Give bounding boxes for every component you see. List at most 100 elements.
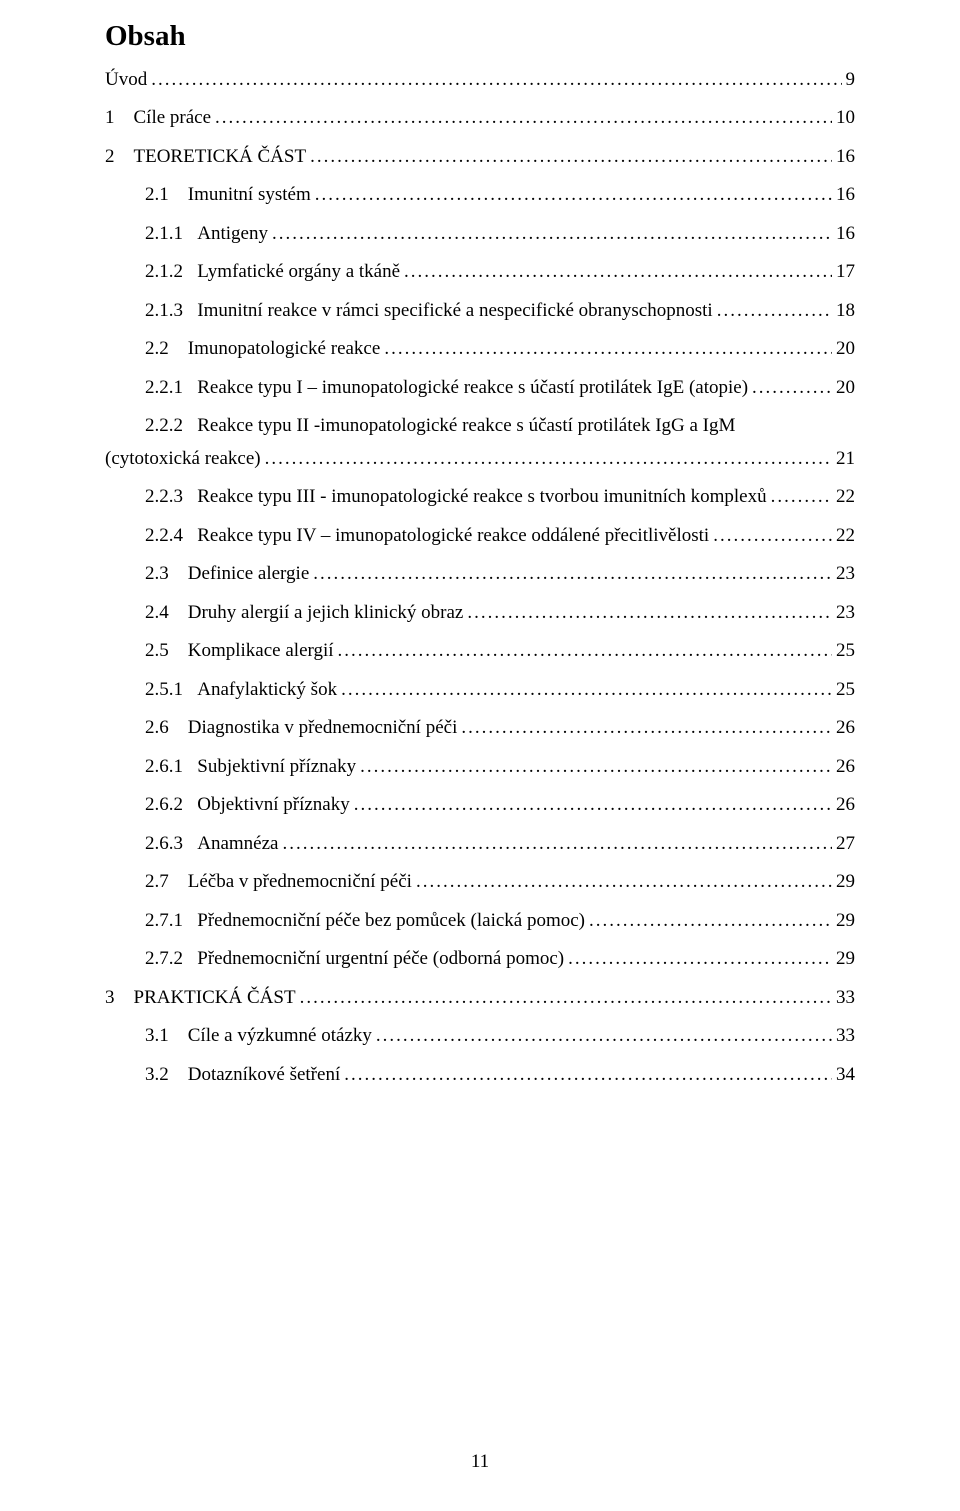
toc-entry-label: Antigeny (197, 220, 268, 249)
toc-entry-number: 2.6.1 (145, 753, 197, 782)
toc-entry-label: Lymfatické orgány a tkáně (197, 258, 400, 287)
toc-entry-label: Reakce typu II -imunopatologické reakce … (197, 412, 735, 441)
toc-entry-label: Subjektivní příznaky (197, 753, 356, 782)
toc-entry-page: 23 (836, 599, 855, 628)
toc-entry-page: 23 (836, 560, 855, 589)
toc-entry-number: 2.1.3 (145, 297, 197, 326)
toc-entry-number: 2.1 (145, 181, 188, 210)
toc-entry-label: Anamnéza (197, 830, 278, 859)
document-page: Obsah Úvod..............................… (0, 0, 960, 1511)
toc-entry-number: 2.6 (145, 714, 188, 743)
toc-entry-number: 2.2.3 (145, 483, 197, 512)
toc-leader: ........................................… (310, 143, 832, 172)
toc-entry-page: 22 (836, 483, 855, 512)
toc-entry-page: 33 (836, 984, 855, 1013)
toc-entry-number: 2.5.1 (145, 676, 197, 705)
toc-entry-label: Dotazníkové šetření (188, 1061, 340, 1090)
toc-leader: ........................................… (344, 1061, 832, 1090)
toc-entry-page: 22 (836, 522, 855, 551)
toc-entry: 2.7 Léčba v přednemocniční péči.........… (105, 868, 855, 897)
toc-entry-page: 25 (836, 676, 855, 705)
toc-entry-number: 2 (105, 143, 134, 172)
toc-entry-number: 2.3 (145, 560, 188, 589)
toc-entry-number: 1 (105, 104, 134, 133)
toc-entry: 2.1.3 Imunitní reakce v rámci specifické… (105, 297, 855, 326)
toc-entry: 3 PRAKTICKÁ ČÁST........................… (105, 984, 855, 1013)
toc-entry: Úvod....................................… (105, 66, 855, 95)
toc-leader: ........................................… (300, 984, 832, 1013)
toc-leader: ........................................… (771, 483, 832, 512)
toc-entry: 2.7.1 Přednemocniční péče bez pomůcek (l… (105, 907, 855, 936)
toc-leader: ........................................… (568, 945, 832, 974)
toc-entry-label: Definice alergie (188, 560, 310, 589)
toc-entry-label: Reakce typu I – imunopatologické reakce … (197, 374, 748, 403)
toc-entry-number: 3 (105, 984, 134, 1013)
toc-entry-page: 20 (836, 335, 855, 364)
toc-entry-page: 16 (836, 143, 855, 172)
toc-entry-page: 20 (836, 374, 855, 403)
toc-entry-label: Cíle a výzkumné otázky (188, 1022, 372, 1051)
toc-entry: 3.2 Dotazníkové šetření.................… (105, 1061, 855, 1090)
toc-leader: ........................................… (265, 445, 832, 474)
toc-entry: 2.2 Imunopatologické reakce.............… (105, 335, 855, 364)
toc-leader: ........................................… (282, 830, 832, 859)
toc-entry-page: 17 (836, 258, 855, 287)
toc-entry-label: Anafylaktický šok (197, 676, 337, 705)
toc-entry-number: 2.2.4 (145, 522, 197, 551)
toc-entry-number: 2.7.2 (145, 945, 197, 974)
toc-entry-number: 3.1 (145, 1022, 188, 1051)
toc-entry-label: Úvod (105, 66, 147, 95)
toc-entry-label: Cíle práce (134, 104, 212, 133)
toc-entry-page: 27 (836, 830, 855, 859)
toc-entry-number: 2.1.2 (145, 258, 197, 287)
toc-entry-label: Diagnostika v přednemocniční péči (188, 714, 458, 743)
toc-entry-number: 2.7.1 (145, 907, 197, 936)
toc-leader: ........................................… (717, 297, 832, 326)
toc-entry: 2.2.3 Reakce typu III - imunopatologické… (105, 483, 855, 512)
toc-entry: 2.4 Druhy alergií a jejich klinický obra… (105, 599, 855, 628)
toc-entry: 2.6.2 Objektivní příznaky...............… (105, 791, 855, 820)
toc-entry: 2.2.4 Reakce typu IV – imunopatologické … (105, 522, 855, 551)
toc-entry-label: Komplikace alergií (188, 637, 334, 666)
toc-entry-page: 10 (836, 104, 855, 133)
toc-entry-page: 26 (836, 791, 855, 820)
toc-entry: 2.6.1 Subjektivní příznaky..............… (105, 753, 855, 782)
toc-leader: ........................................… (467, 599, 832, 628)
toc-entry-label: Přednemocniční urgentní péče (odborná po… (197, 945, 564, 974)
toc-leader: ........................................… (752, 374, 832, 403)
toc-entry-label: Imunitní systém (188, 181, 311, 210)
toc-leader: ........................................… (151, 66, 841, 95)
toc-leader: ........................................… (404, 258, 832, 287)
toc-entry-label: (cytotoxická reakce) (105, 445, 261, 474)
toc-entry-page: 16 (836, 181, 855, 210)
toc-entry-page: 29 (836, 907, 855, 936)
toc-entry-page: 9 (846, 66, 856, 95)
toc-entry-number: 2.7 (145, 868, 188, 897)
toc-entry-label: Druhy alergií a jejich klinický obraz (188, 599, 464, 628)
toc-entry-page: 26 (836, 714, 855, 743)
toc-entry-label: Reakce typu IV – imunopatologické reakce… (197, 522, 709, 551)
toc-leader: ........................................… (384, 335, 832, 364)
toc-entry: 2.5.1 Anafylaktický šok.................… (105, 676, 855, 705)
toc-entry-page: 29 (836, 868, 855, 897)
toc-leader: ........................................… (272, 220, 832, 249)
toc-entry-page: 18 (836, 297, 855, 326)
toc-leader: ........................................… (360, 753, 832, 782)
toc-leader: ........................................… (215, 104, 832, 133)
toc-entry-number: 2.4 (145, 599, 188, 628)
page-number: 11 (0, 1451, 960, 1473)
toc-leader: ........................................… (354, 791, 832, 820)
toc-entry-page: 16 (836, 220, 855, 249)
toc-entry-number: 2.2.1 (145, 374, 197, 403)
toc-entry-label: TEORETICKÁ ČÁST (134, 143, 307, 172)
toc-entry: 2.7.2 Přednemocniční urgentní péče (odbo… (105, 945, 855, 974)
toc-list: Úvod....................................… (105, 66, 855, 1090)
toc-entry-label: Imunopatologické reakce (188, 335, 381, 364)
toc-entry: 2.1 Imunitní systém.....................… (105, 181, 855, 210)
toc-entry-label: Přednemocniční péče bez pomůcek (laická … (197, 907, 585, 936)
toc-entry-number: 2.6.2 (145, 791, 197, 820)
toc-leader: ........................................… (341, 676, 832, 705)
toc-leader: ........................................… (589, 907, 832, 936)
toc-entry-wrap: (cytotoxická reakce)....................… (105, 445, 855, 474)
toc-entry: 2.1.2 Lymfatické orgány a tkáně.........… (105, 258, 855, 287)
